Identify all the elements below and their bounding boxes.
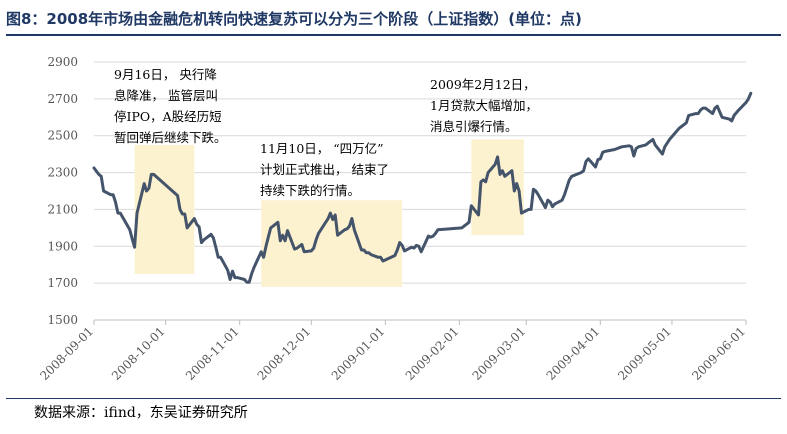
series-line (92, 91, 753, 284)
annotation-line: 2009年2月12日， (430, 77, 536, 92)
y-tick-label: 2500 (47, 129, 78, 143)
phase-highlight (134, 144, 195, 274)
series-layer (92, 91, 753, 284)
x-tick-label: 2009-06-01 (689, 324, 748, 383)
annotation-line: 暂回弹后继续下跌。 (114, 130, 227, 145)
y-tick-label: 2700 (47, 92, 78, 106)
x-tick-label: 2009-02-01 (403, 324, 462, 383)
x-tick-label: 2008-12-01 (255, 324, 314, 383)
grid-layer (94, 61, 746, 284)
footer-divider (6, 398, 781, 399)
x-tick-label: 2008-09-01 (37, 324, 96, 383)
chart-title: 图8：2008年市场由金融危机转向快速复苏可以分为三个阶段（上证指数）(单位：点… (6, 10, 582, 28)
annotation-line: 息降准， 监管层叫 (114, 88, 218, 103)
annotation-line: 消息引爆行情。 (430, 119, 518, 134)
x-tick-label: 2008-11-01 (183, 324, 242, 383)
annotation-line: 1月贷款大幅增加， (430, 98, 538, 113)
y-tick-label: 1500 (47, 313, 78, 327)
y-tick-label: 2300 (47, 166, 78, 180)
x-tick-label: 2008-10-01 (109, 324, 168, 383)
y-tick-label: 1900 (47, 239, 78, 253)
annotation-line: 持续下跌的行情。 (260, 183, 360, 198)
x-tick-label: 2009-04-01 (544, 324, 603, 383)
annotation-line: 计划正式推出， 结束了 (260, 162, 389, 177)
source-note: 数据来源：ifind，东吴证券研究所 (34, 405, 248, 421)
y-tick-label: 1700 (47, 276, 78, 290)
x-tick-label: 2009-05-01 (615, 324, 674, 383)
annotation-line: 11月10日， “四万亿” (260, 141, 384, 156)
title-divider (6, 34, 781, 36)
annotation-line: 停IPO，A股经历短 (114, 109, 222, 124)
y-tick-label: 2900 (47, 55, 78, 69)
annotation-line: 9月16日， 央行降 (114, 67, 217, 82)
x-tick-label: 2009-03-01 (470, 324, 529, 383)
x-tick-label: 2009-01-01 (329, 324, 388, 383)
y-tick-label: 2100 (47, 202, 78, 216)
